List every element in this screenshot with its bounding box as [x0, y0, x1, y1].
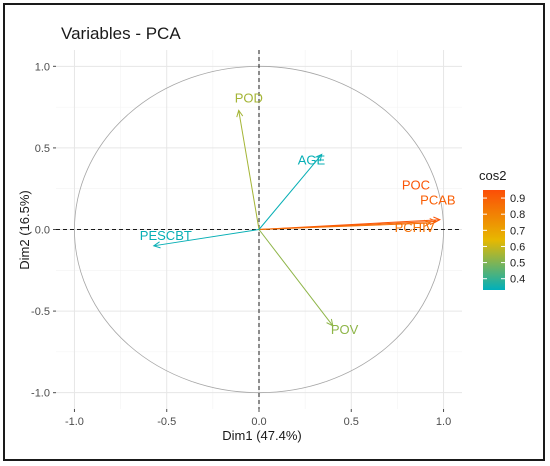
arrowhead-pod	[236, 109, 244, 118]
cos2-legend: 0.9 0.8 0.7 0.6 0.5 0.4	[483, 190, 525, 290]
label-age: AGE	[298, 152, 326, 167]
arrowhead-age	[315, 153, 323, 162]
y-tick-label: 0.0	[35, 225, 50, 237]
label-pchiv: PCHIV	[395, 220, 435, 235]
arrowhead-pcab	[429, 218, 438, 226]
arrow-pov	[258, 229, 334, 327]
label-pov: POV	[331, 322, 359, 337]
arrowhead-pchiv	[424, 219, 432, 227]
y-tick-label: 0.5	[35, 143, 50, 155]
y-tick-label: -0.5	[31, 306, 50, 318]
label-pod: POD	[235, 90, 263, 105]
legend-tick-label: 0.7	[510, 225, 525, 237]
arrow-pescbt	[153, 229, 260, 247]
x-axis-title: Dim1 (47.4%)	[222, 428, 301, 443]
y-tick-label: 1.0	[35, 61, 50, 73]
y-axis-title: Dim2 (16.5%)	[17, 190, 32, 269]
label-pescbt: PESCBT	[140, 228, 192, 243]
legend-tick-label: 0.8	[510, 209, 525, 221]
x-tick-label: -0.5	[157, 416, 176, 428]
label-poc: POC	[402, 178, 430, 193]
y-tick-label: -1.0	[31, 388, 50, 400]
legend-tick-label: 0.5	[510, 258, 525, 270]
legend-tick-label: 0.4	[510, 274, 525, 286]
legend-tick-label: 0.9	[510, 193, 525, 205]
x-tick-label: 1.0	[436, 416, 451, 428]
x-tick-label: 0.0	[251, 416, 266, 428]
chart-title: Variables - PCA	[61, 24, 181, 43]
arrowhead-pescbt	[152, 241, 161, 249]
arrow-age	[258, 154, 323, 230]
legend-colorbar	[483, 190, 505, 290]
arrow-pod	[238, 110, 260, 230]
x-tick-label: 0.5	[344, 416, 359, 428]
chart-frame: Variables - PCA -1.0 -0.5 0.0 0.5 1.0 -1.0 -0.…	[3, 3, 545, 461]
x-tick-label: -1.0	[65, 416, 84, 428]
plot-area: -1.0 -0.5 0.0 0.5 1.0 -1.0 -0.5 0.0 0.5 1.0 POCPCA…	[31, 50, 462, 428]
legend-title: cos2	[479, 168, 506, 183]
arrowhead-pov	[326, 318, 334, 327]
label-pcab: PCAB	[420, 192, 455, 207]
pca-variables-chart: Variables - PCA -1.0 -0.5 0.0 0.5 1.0 -1.0 -0.…	[17, 24, 525, 443]
legend-tick-label: 0.6	[510, 241, 525, 253]
arrow-pchiv	[258, 222, 431, 230]
